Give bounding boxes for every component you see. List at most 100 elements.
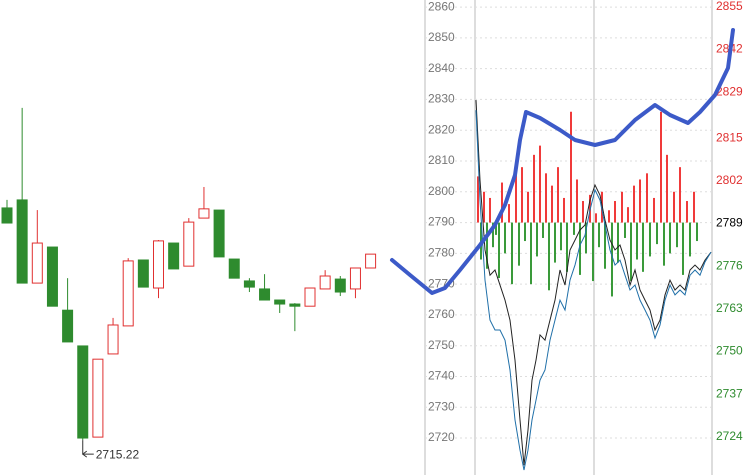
histogram-bar (689, 222, 691, 257)
histogram-bar (666, 154, 668, 223)
histogram-bar (483, 191, 485, 223)
histogram-bar (633, 185, 635, 223)
histogram-bar (576, 179, 578, 223)
histogram-bar (551, 185, 553, 223)
y-tick-label: 2730 (428, 399, 455, 413)
y2-tick-label: 2802 (716, 173, 743, 187)
candle-body (274, 299, 286, 305)
histogram-bar (524, 222, 526, 242)
y2-tick-label: 2815 (716, 130, 743, 144)
y-tick-label: 2760 (428, 307, 455, 321)
y-tick-label: 2750 (428, 338, 455, 352)
candle-body (137, 259, 149, 288)
candle-body (46, 246, 58, 307)
histogram-bar (579, 222, 581, 275)
histogram-bar (477, 176, 479, 223)
overlay (390, 28, 735, 295)
candle-body (319, 275, 331, 290)
histogram-bar (539, 145, 541, 223)
histogram-bar (504, 222, 506, 254)
y-tick-label: 2780 (428, 246, 455, 260)
candlestick-chart: 2715.22 (1, 107, 377, 461)
histogram-bar (617, 222, 619, 263)
y2-tick-label: 2763 (716, 301, 743, 315)
histogram-bar (533, 154, 535, 223)
y-tick-label: 2850 (428, 30, 455, 44)
candle-body (365, 253, 377, 269)
candle-body (1, 207, 13, 224)
candle-body (183, 221, 195, 267)
histogram-bar (570, 111, 572, 223)
histogram-bar (536, 222, 538, 257)
histogram-bar (498, 222, 500, 278)
histogram-bar (614, 201, 616, 223)
annotation-arrowhead (81, 450, 88, 458)
histogram-bar (515, 161, 517, 223)
price-line (475, 110, 712, 471)
histogram-bar (592, 222, 594, 282)
candle-body (304, 287, 316, 307)
histogram-bar (656, 222, 658, 245)
histogram-bar (679, 167, 681, 223)
histogram-bar (511, 222, 513, 285)
candle-body (122, 260, 134, 327)
y2-tick-label: 2724 (716, 429, 743, 443)
candle-body (107, 324, 119, 355)
y-tick-label: 2790 (428, 215, 455, 229)
histogram-bar (530, 222, 532, 285)
histogram-bar (669, 222, 671, 254)
histogram-bar (630, 222, 632, 282)
histogram-bar (595, 213, 597, 223)
histogram-bar (642, 222, 644, 272)
histogram-bar (604, 222, 606, 269)
histogram-bar (560, 222, 562, 251)
candle-body (334, 278, 346, 293)
histogram-bar (557, 167, 559, 223)
y2-tick-label: 2789 (716, 216, 743, 230)
candle-body (289, 303, 301, 307)
y-tick-label: 2810 (428, 153, 455, 167)
candle-body (198, 208, 210, 219)
y-tick-label: 2830 (428, 92, 455, 106)
candle-body (228, 258, 240, 279)
histogram-bar (693, 191, 695, 223)
histogram-bar (663, 222, 665, 266)
y-tick-label: 2860 (428, 0, 455, 13)
histogram-bar (682, 222, 684, 275)
candle-body (62, 309, 74, 343)
histogram-bar (566, 222, 568, 272)
y-tick-label: 2840 (428, 61, 455, 75)
histogram-bar (489, 197, 491, 223)
y2-tick-label: 2750 (716, 344, 743, 358)
price-line (475, 100, 712, 466)
y2-tick-label: 2855 (716, 0, 743, 13)
histogram-bar (521, 167, 523, 223)
intraday-chart: 2720273027402750276027702780279028002810… (424, 0, 743, 475)
candle-body (92, 358, 104, 438)
freehand-stroke (390, 28, 735, 295)
histogram-bar (696, 222, 698, 242)
histogram-bar (598, 222, 600, 248)
histogram-bar (611, 222, 613, 297)
histogram-bar (676, 222, 678, 248)
candle-body (243, 280, 255, 288)
histogram-bar (495, 222, 497, 235)
histogram-bar (527, 191, 529, 223)
y-tick-label: 2740 (428, 369, 455, 383)
histogram-bar (686, 201, 688, 223)
histogram-bar (573, 222, 575, 235)
histogram-bar (673, 191, 675, 223)
histogram-bar (646, 173, 648, 223)
histogram-bar (621, 191, 623, 223)
y-tick-label: 2720 (428, 430, 455, 444)
candle-body (31, 242, 43, 284)
annotation: 2715.22 (96, 447, 140, 461)
candle-body (349, 267, 361, 290)
histogram-bar (545, 173, 547, 223)
y2-tick-label: 2829 (716, 84, 743, 98)
candle-body (77, 345, 89, 439)
histogram-bar (627, 207, 629, 223)
y2-tick-label: 2776 (716, 258, 743, 272)
